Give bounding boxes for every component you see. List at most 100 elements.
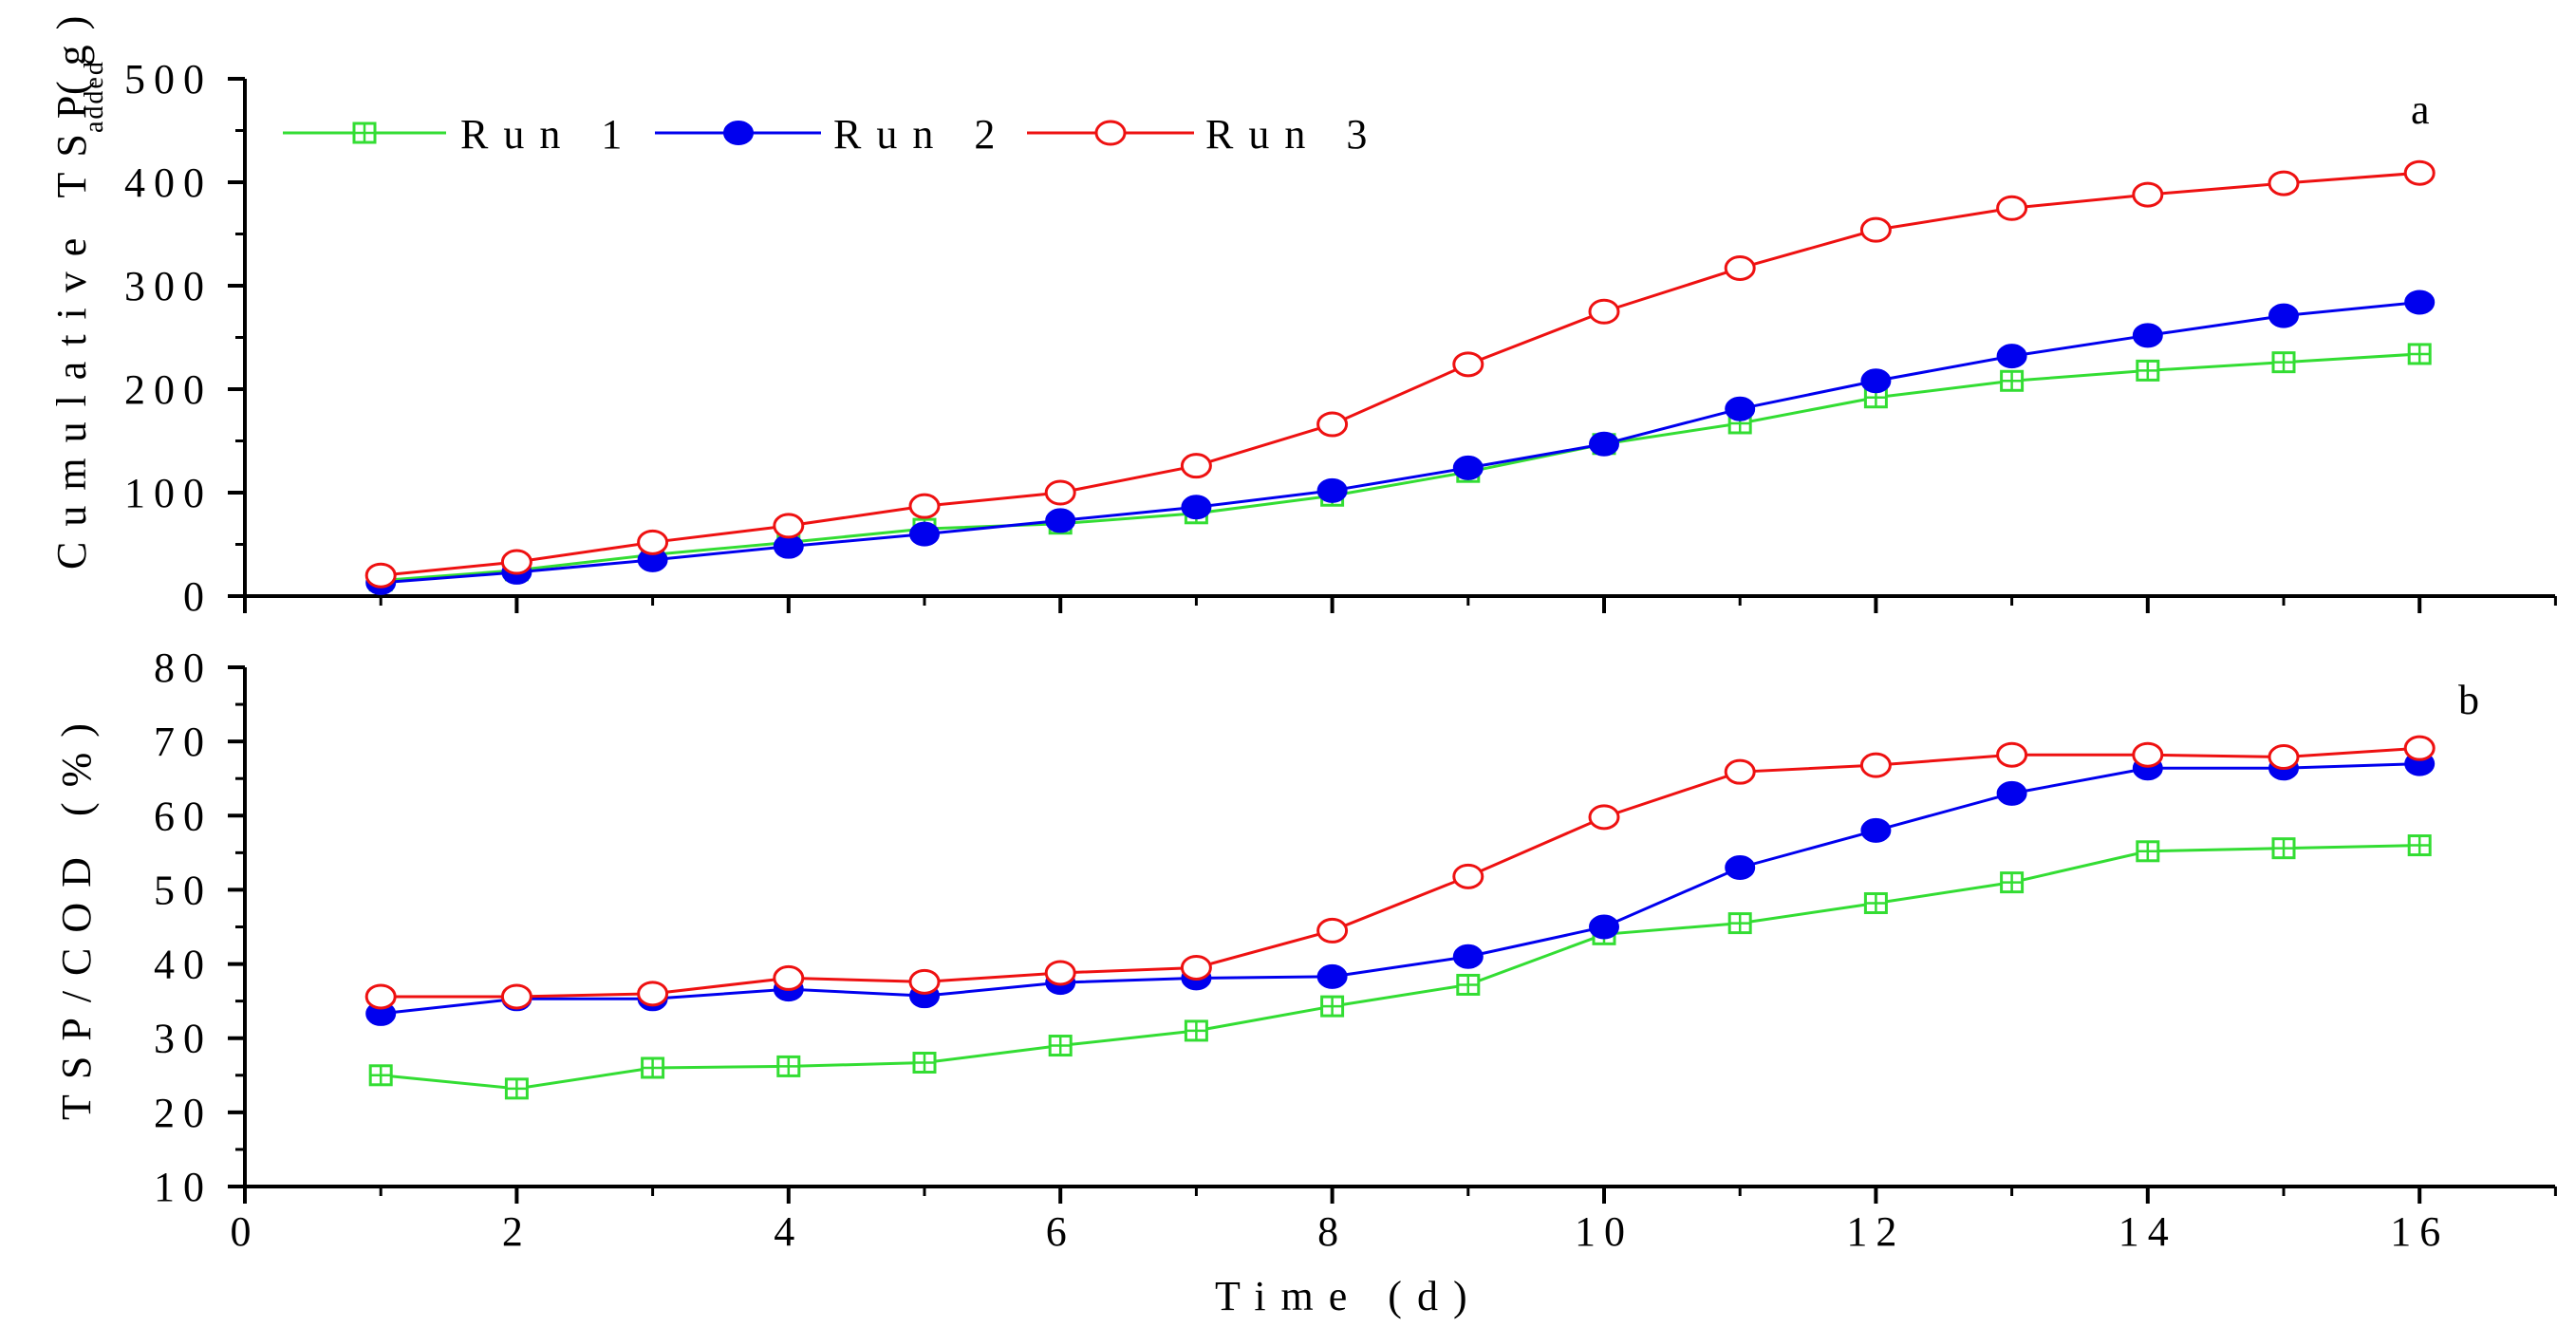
point-b-run-1-day-16 bbox=[2407, 834, 2432, 857]
point-a-run-3-day-8 bbox=[1316, 411, 1349, 438]
point-b-run-3-day-11 bbox=[1724, 758, 1756, 785]
point-b-run-1-day-5 bbox=[912, 1052, 937, 1075]
point-a-run-3-day-12 bbox=[1859, 216, 1892, 243]
ytick-label-a-0: 0 bbox=[183, 573, 213, 620]
ylabel-a: Cumulative TSP (g) added bbox=[48, 1, 109, 570]
point-b-run-3-day-7 bbox=[1180, 954, 1212, 981]
ytick-label-b-80: 80 bbox=[154, 645, 213, 691]
point-b-run-3-day-8 bbox=[1316, 917, 1349, 944]
xtick-label-2: 2 bbox=[502, 1208, 532, 1255]
legend-marker-shape-run-3 bbox=[1094, 120, 1127, 146]
point-b-run-1-day-8 bbox=[1320, 995, 1345, 1018]
point-a-run-3-day-7 bbox=[1180, 453, 1212, 479]
ytick-label-b-70: 70 bbox=[154, 719, 213, 765]
point-b-run-2-day-10 bbox=[1589, 914, 1619, 940]
point-b-run-3-day-12 bbox=[1859, 752, 1892, 778]
point-b-run-3-day-1 bbox=[364, 983, 397, 1010]
point-a-run-3-day-16 bbox=[2403, 159, 2436, 186]
point-a-run-3-day-11 bbox=[1724, 254, 1756, 281]
point-a-run-1-day-14 bbox=[2136, 359, 2160, 382]
point-b-run-1-day-12 bbox=[1863, 891, 1888, 914]
point-b-run-1-day-13 bbox=[2000, 871, 2025, 894]
point-a-run-2-day-7 bbox=[1181, 495, 1212, 520]
xtick-label-6: 6 bbox=[1046, 1208, 1075, 1255]
point-b-run-1-day-1 bbox=[368, 1064, 393, 1087]
xtick-label-10: 10 bbox=[1575, 1208, 1633, 1255]
ylabel-a-unit: (g) bbox=[48, 1, 95, 95]
ytick-label-a-500: 500 bbox=[124, 56, 213, 103]
point-b-run-3-day-10 bbox=[1588, 804, 1620, 831]
ytick-label-b-50: 50 bbox=[154, 867, 213, 913]
ytick-label-b-40: 40 bbox=[154, 942, 213, 988]
axis-ticks: 0 100 200 300 400 500 10 20 30 40 50 60 70 80 0 2 4 6 8 10 1… bbox=[124, 56, 2557, 1255]
xlabel: Time (d) bbox=[1215, 1273, 1483, 1319]
point-b-run-1-day-7 bbox=[1184, 1019, 1208, 1042]
point-a-run-2-day-6 bbox=[1045, 508, 1076, 533]
point-b-run-3-day-9 bbox=[1452, 863, 1484, 889]
xtick-label-16: 16 bbox=[2390, 1208, 2449, 1255]
point-a-run-3-day-6 bbox=[1044, 479, 1076, 506]
xtick-label-8: 8 bbox=[1317, 1208, 1347, 1255]
point-b-run-1-day-3 bbox=[641, 1056, 665, 1079]
point-b-run-1-day-14 bbox=[2136, 840, 2160, 863]
point-a-run-2-day-14 bbox=[2132, 323, 2163, 348]
ytick-label-a-400: 400 bbox=[124, 159, 213, 206]
legend-marker-shape-run-1 bbox=[352, 121, 377, 144]
point-b-run-3-day-15 bbox=[2268, 744, 2300, 771]
ylabel-b-text: TSP/COD (%) bbox=[53, 708, 100, 1120]
point-b-run-2-day-12 bbox=[1860, 817, 1892, 843]
point-b-run-3-day-6 bbox=[1044, 960, 1076, 986]
point-a-run-3-day-15 bbox=[2268, 170, 2300, 196]
legend-marker-run-3 bbox=[1094, 120, 1127, 146]
point-b-run-1-day-9 bbox=[1456, 973, 1481, 996]
series-line-a-run-3 bbox=[381, 171, 2420, 577]
series-line-b-run-3 bbox=[381, 746, 2420, 999]
legend-label-run-2: Run 2 bbox=[833, 111, 1010, 158]
series-line-a-run-2 bbox=[381, 300, 2420, 585]
point-a-run-3-day-5 bbox=[908, 493, 941, 519]
point-b-run-3-day-13 bbox=[1996, 741, 2028, 768]
legend-entry-run-3: Run 3 bbox=[1027, 111, 1382, 158]
ytick-label-a-100: 100 bbox=[124, 470, 213, 516]
point-a-run-3-day-2 bbox=[500, 549, 532, 575]
point-b-run-3-day-4 bbox=[773, 964, 805, 991]
point-b-run-1-day-2 bbox=[504, 1077, 529, 1100]
axes-b bbox=[243, 667, 2555, 1188]
point-b-run-2-day-11 bbox=[1725, 854, 1756, 880]
legend-label-run-1: Run 1 bbox=[460, 111, 637, 158]
point-a-run-2-day-15 bbox=[2268, 303, 2299, 328]
legend-marker-shape-run-2 bbox=[723, 121, 754, 145]
series-line-b-run-2 bbox=[381, 762, 2420, 1016]
ylabel-a-text: Cumulative TSP bbox=[48, 81, 95, 570]
point-b-run-1-day-6 bbox=[1048, 1035, 1073, 1057]
point-b-run-1-day-15 bbox=[2271, 837, 2296, 860]
point-a-run-3-day-3 bbox=[637, 529, 669, 555]
ytick-label-a-300: 300 bbox=[124, 263, 213, 309]
point-b-run-1-day-11 bbox=[1727, 912, 1752, 935]
point-a-run-2-day-13 bbox=[1996, 344, 2027, 369]
point-b-run-2-day-13 bbox=[1996, 780, 2027, 806]
point-a-run-2-day-11 bbox=[1725, 396, 1756, 421]
point-a-run-1-day-13 bbox=[2000, 369, 2025, 392]
point-a-run-2-day-9 bbox=[1452, 455, 1484, 480]
legend-label-run-3: Run 3 bbox=[1205, 111, 1382, 158]
point-a-run-3-day-10 bbox=[1588, 298, 1620, 325]
point-a-run-2-day-5 bbox=[909, 521, 940, 547]
legend-entry-run-2: Run 2 bbox=[655, 111, 1010, 158]
legend: Run 1 Run 2 Run 3 bbox=[283, 111, 1382, 158]
ytick-label-b-30: 30 bbox=[154, 1016, 213, 1062]
legend-marker-run-1 bbox=[352, 121, 377, 144]
point-a-run-1-day-15 bbox=[2271, 351, 2296, 374]
point-a-run-2-day-16 bbox=[2404, 290, 2436, 315]
panel-tag-a: a bbox=[2411, 86, 2430, 133]
point-a-run-2-day-8 bbox=[1316, 477, 1348, 503]
point-b-run-2-day-8 bbox=[1316, 963, 1348, 989]
point-b-run-3-day-2 bbox=[500, 983, 532, 1010]
xtick-label-12: 12 bbox=[1846, 1208, 1905, 1255]
point-b-run-3-day-14 bbox=[2132, 741, 2164, 768]
xtick-label-0: 0 bbox=[231, 1208, 260, 1255]
series-line-a-run-1 bbox=[381, 352, 2420, 583]
point-a-run-3-day-9 bbox=[1452, 351, 1484, 378]
point-a-run-3-day-4 bbox=[773, 513, 805, 539]
